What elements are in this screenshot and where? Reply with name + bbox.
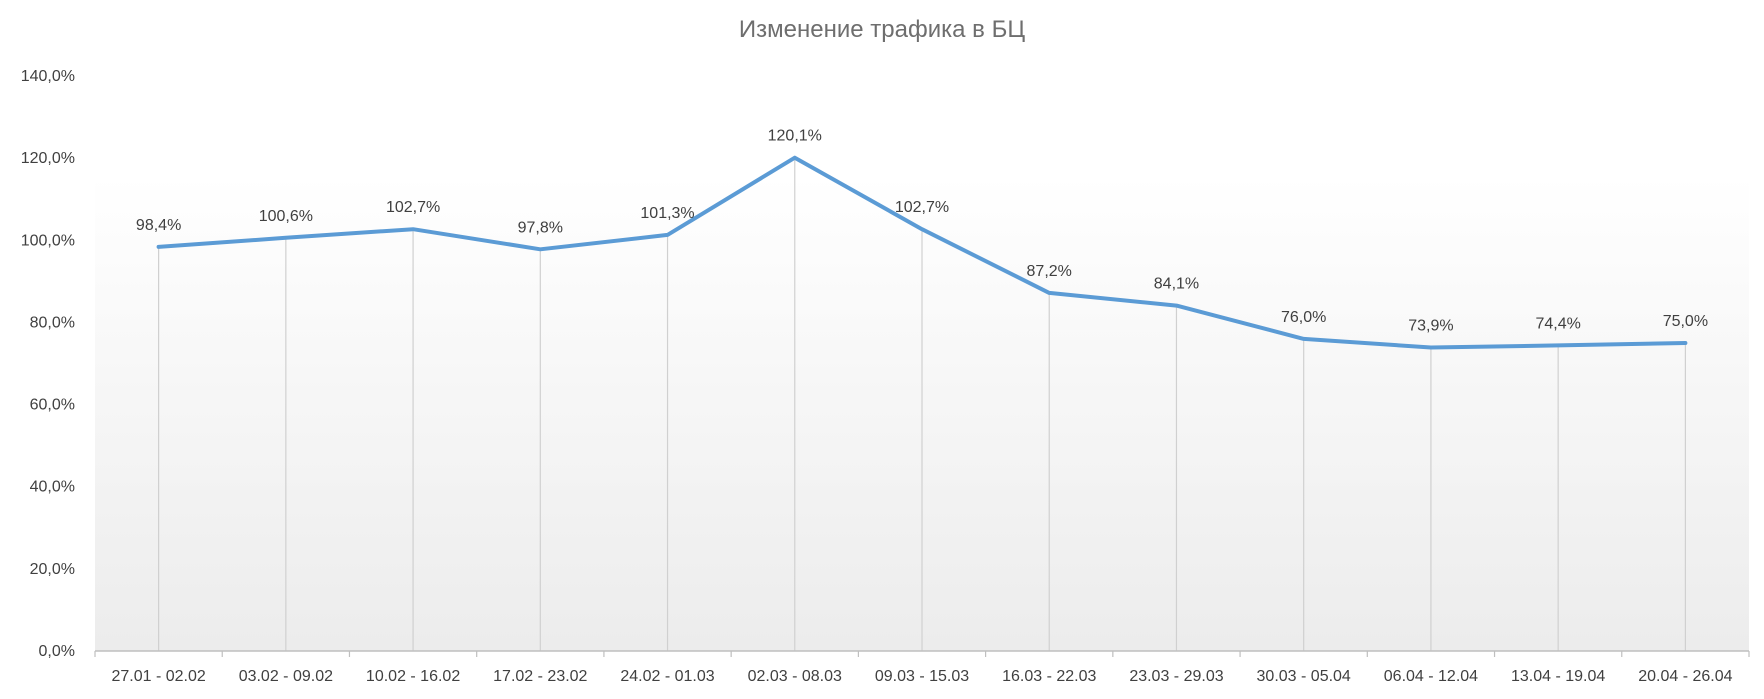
y-tick-label: 140,0% [21, 68, 75, 85]
data-label: 98,4% [136, 217, 181, 234]
chart-title: Изменение трафика в БЦ [738, 16, 1026, 43]
data-label: 87,2% [1027, 263, 1072, 280]
x-tick-label: 17.02 - 23.02 [493, 668, 587, 685]
y-tick-label: 100,0% [21, 232, 75, 249]
x-tick-label: 06.04 - 12.04 [1384, 668, 1478, 685]
data-label: 74,4% [1535, 315, 1580, 332]
data-label: 101,3% [640, 205, 694, 222]
y-tick-label: 20,0% [30, 561, 75, 578]
drop-lines [158, 157, 1686, 651]
y-tick-label: 60,0% [30, 397, 75, 414]
data-label: 120,1% [768, 128, 822, 145]
x-tick-label: 03.02 - 09.02 [239, 668, 333, 685]
x-tick-label: 23.03 - 29.03 [1129, 668, 1223, 685]
x-tick-label: 16.03 - 22.03 [1002, 668, 1096, 685]
x-tick-label: 02.03 - 08.03 [748, 668, 842, 685]
data-label: 100,6% [259, 208, 313, 225]
series-line [156, 155, 1688, 350]
x-tick-label: 09.03 - 15.03 [875, 668, 969, 685]
data-label: 97,8% [518, 219, 563, 236]
x-tick-label: 27.01 - 02.02 [111, 668, 205, 685]
y-axis: 0,0% 20,0% 40,0% 60,0% 80,0% 100,0% 120,0% 140,… [21, 68, 75, 660]
data-label: 102,7% [386, 199, 440, 216]
y-tick-label: 0,0% [39, 643, 75, 660]
data-label: 76,0% [1281, 309, 1326, 326]
series-polyline [156, 155, 1688, 350]
y-tick-label: 120,0% [21, 150, 75, 167]
y-tick-label: 80,0% [30, 314, 75, 331]
x-tick-label: 13.04 - 19.04 [1511, 668, 1605, 685]
data-label: 84,1% [1154, 276, 1199, 293]
x-tick-label: 10.02 - 16.02 [366, 668, 460, 685]
data-label: 75,0% [1663, 313, 1708, 330]
data-labels: 98,4% 100,6% 102,7% 97,8% 101,3% 120,1% 102,7%… [136, 128, 1708, 335]
data-label: 73,9% [1408, 317, 1453, 334]
x-axis: 27.01 - 02.02 03.02 - 09.02 10.02 - 16.02 1… [94, 650, 1750, 685]
x-tick-label: 30.03 - 05.04 [1257, 668, 1351, 685]
x-tick-label: 20.04 - 26.04 [1638, 668, 1732, 685]
x-tick-label: 24.02 - 01.03 [620, 668, 714, 685]
data-label: 102,7% [895, 199, 949, 216]
y-tick-label: 40,0% [30, 479, 75, 496]
